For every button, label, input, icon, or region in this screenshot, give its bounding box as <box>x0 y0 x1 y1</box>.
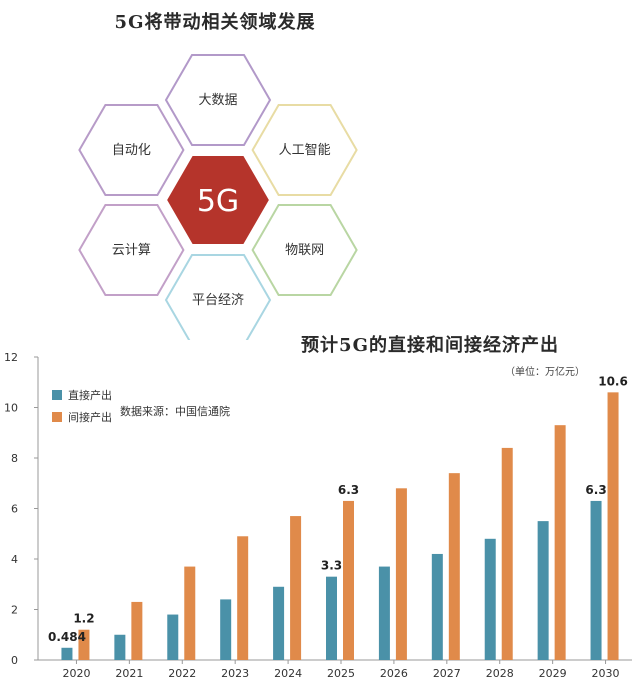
bar-indirect-2030 <box>607 392 619 660</box>
hex-label-platform-economy: 平台经济 <box>192 293 244 308</box>
diagram-title: 5G将带动相关领域发展 <box>114 12 316 33</box>
bar-indirect-2029 <box>554 425 566 660</box>
x-tick-label: 2024 <box>274 667 302 680</box>
hex-label-ai: 人工智能 <box>279 143 331 158</box>
bar-direct-2023 <box>220 599 232 660</box>
bar-indirect-2023 <box>237 536 249 660</box>
legend-label: 间接产出 <box>68 410 112 424</box>
x-tick-label: 2025 <box>327 667 355 680</box>
x-tick-label: 2022 <box>168 667 196 680</box>
bar-direct-2025 <box>326 576 337 660</box>
y-tick-label: 12 <box>4 351 18 364</box>
chart-unit: （单位：万亿元） <box>505 367 585 378</box>
hex-platform-economy <box>164 254 272 340</box>
data-source: 数据来源：中国信通院 <box>120 405 230 418</box>
hex-iot <box>251 204 358 296</box>
legend-swatch <box>52 390 62 400</box>
bar-indirect-2022 <box>184 566 196 660</box>
x-tick-label: 2023 <box>221 667 249 680</box>
bar-indirect-2021 <box>131 601 143 660</box>
bar-direct-2026 <box>378 566 390 660</box>
data-label: 6.3 <box>338 483 359 497</box>
bar-indirect-2020 <box>78 629 90 660</box>
data-label: 1.2 <box>73 612 94 626</box>
y-tick-label: 4 <box>11 553 18 566</box>
data-label: 0.484 <box>48 630 86 644</box>
hex-label-cloud-computing: 云计算 <box>112 243 151 258</box>
data-label: 6.3 <box>585 483 606 497</box>
y-tick-label: 0 <box>11 654 18 667</box>
hex-ai <box>251 104 358 196</box>
bar-indirect-2025 <box>343 500 354 660</box>
chart-title: 预计5G的直接和间接经济产出 <box>301 335 559 356</box>
bar-direct-2021 <box>114 634 126 660</box>
x-tick-label: 2027 <box>433 667 461 680</box>
x-tick-label: 2021 <box>115 667 143 680</box>
hex-automation <box>78 104 185 196</box>
bar-indirect-2028 <box>501 447 513 660</box>
bar-indirect-2026 <box>395 488 407 660</box>
bar-direct-2028 <box>484 538 496 660</box>
hex-label-iot: 物联网 <box>285 243 324 258</box>
bar-indirect-2027 <box>448 473 460 660</box>
y-tick-label: 10 <box>4 402 18 415</box>
bar-direct-2020 <box>61 647 73 660</box>
x-tick-label: 2029 <box>539 667 567 680</box>
hex-cloud-computing <box>78 204 185 296</box>
y-tick-label: 8 <box>11 452 18 465</box>
bar-direct-2027 <box>431 553 443 660</box>
x-tick-label: 2020 <box>62 667 90 680</box>
data-label: 3.3 <box>321 559 342 573</box>
hex-center-5g <box>164 154 272 246</box>
bar-direct-2022 <box>167 614 179 660</box>
legend-label: 直接产出 <box>68 388 112 402</box>
hex-big-data <box>164 54 272 146</box>
bar-direct-2030 <box>590 500 602 660</box>
data-label: 10.6 <box>598 374 628 388</box>
hex-label-automation: 自动化 <box>112 143 151 158</box>
hex-label-big-data: 大数据 <box>198 93 237 108</box>
x-tick-label: 2030 <box>592 667 620 680</box>
legend-swatch <box>52 412 62 422</box>
bar-direct-2024 <box>273 586 285 660</box>
x-tick-label: 2026 <box>380 667 408 680</box>
y-tick-label: 2 <box>11 604 18 617</box>
bar-direct-2029 <box>537 521 549 660</box>
bar-indirect-2024 <box>290 516 302 660</box>
hex-center-label: 5G <box>197 184 239 219</box>
y-tick-label: 6 <box>11 503 18 516</box>
x-tick-label: 2028 <box>486 667 514 680</box>
